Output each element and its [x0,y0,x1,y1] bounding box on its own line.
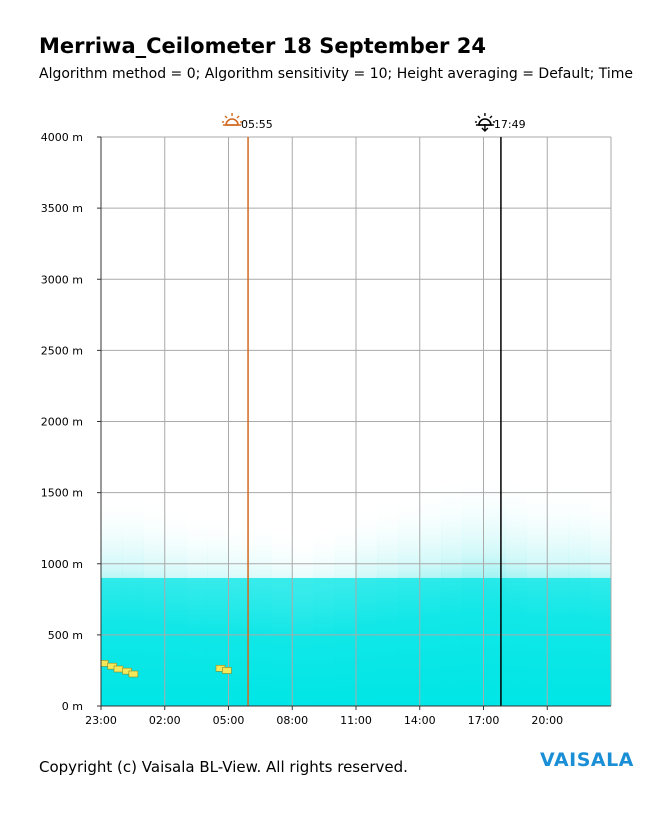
y-tick-label: 2500 m [41,344,83,357]
cloud-base-marker [128,670,139,678]
cloud-base-marker [101,660,109,667]
y-tick-label: 1500 m [41,487,83,500]
x-tick-label: 11:00 [340,714,372,727]
sunrise-icon-ray [224,115,228,119]
sunrise-icon [222,113,243,126]
y-tick-label: 1000 m [41,558,83,571]
y-tick-label: 500 m [48,629,83,642]
chart-title: Merriwa_Ceilometer 18 September 24 [39,34,486,58]
x-tick-label: 23:00 [85,714,117,727]
y-tick-label: 0 m [62,700,83,713]
sunset-icon [474,113,495,132]
x-tick-label: 20:00 [531,714,563,727]
cloud-base-marker [222,667,232,674]
chart-subtitle: Algorithm method = 0; Algorithm sensitiv… [39,66,633,82]
x-tick-label: 05:00 [213,714,245,727]
sunrise-icon-disc [225,118,239,126]
copyright-text: Copyright (c) Vaisala BL-View. All right… [39,758,408,776]
x-tick-label: 17:00 [468,714,500,727]
y-tick-label: 3500 m [41,202,83,215]
y-tick-label: 2000 m [41,416,83,429]
sunset-icon-arrow [481,124,489,132]
vaisala-logo: VAISALA [540,749,634,771]
sunrise-icon-ray [236,115,240,119]
sunrise-time-label: 05:55 [241,118,273,131]
sunset-icon-ray [477,115,481,119]
x-tick-label: 02:00 [149,714,181,727]
x-tick-label: 14:00 [404,714,436,727]
cloud-base-marker [113,665,124,673]
y-tick-label: 4000 m [41,131,83,144]
y-tick-label: 3000 m [41,273,83,286]
sunset-icon-ray [489,115,493,119]
x-tick-label: 08:00 [276,714,308,727]
sunset-time-label: 17:49 [494,118,526,131]
